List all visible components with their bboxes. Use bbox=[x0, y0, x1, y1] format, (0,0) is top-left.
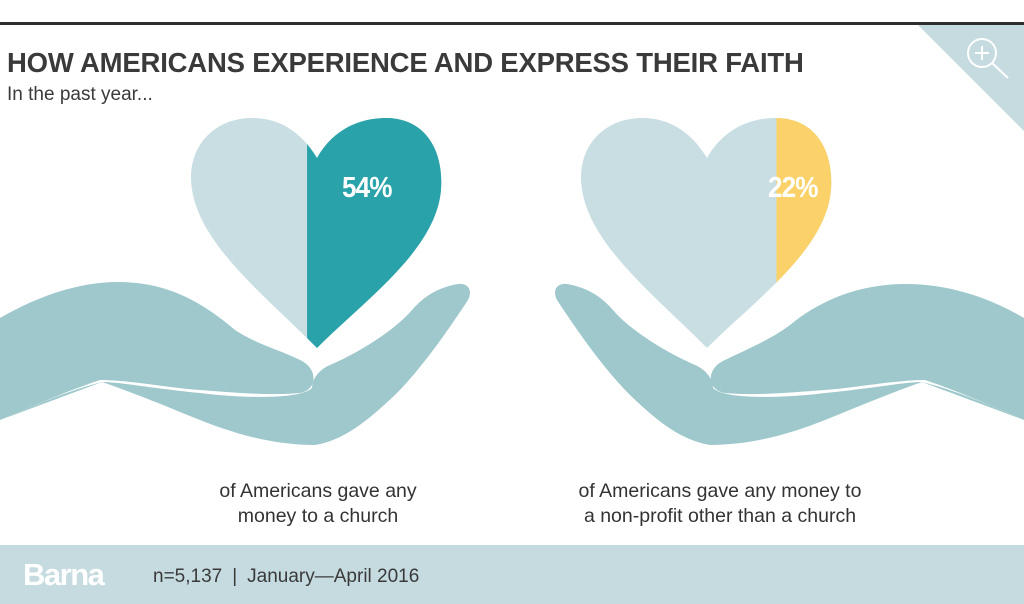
stat-1-percent: 54% bbox=[342, 172, 392, 204]
footer-separator: | bbox=[232, 566, 238, 587]
stat-1-caption-line2: money to a church bbox=[237, 505, 399, 527]
page-title: HOW AMERICANS EXPERIENCE AND EXPRESS THE… bbox=[7, 47, 804, 78]
sample-size: n=5,137 bbox=[153, 566, 223, 587]
stat-1-caption-line1: of Americans gave any bbox=[219, 480, 417, 502]
zoom-in-button[interactable] bbox=[962, 36, 1014, 86]
stat-2-percent: 22% bbox=[768, 172, 818, 204]
stat-2-caption: of Americans gave any money to a non-pro… bbox=[530, 479, 910, 529]
hand-left-icon bbox=[0, 282, 470, 445]
zoom-in-icon bbox=[967, 38, 1009, 79]
stat-2-caption-line1: of Americans gave any money to bbox=[578, 480, 862, 502]
stat-1-caption: of Americans gave any money to a church bbox=[176, 479, 460, 529]
page-subtitle: In the past year... bbox=[7, 84, 153, 105]
stat-2-caption-line2: a non-profit other than a church bbox=[583, 505, 857, 527]
date-range: January—April 2016 bbox=[247, 566, 420, 587]
footer-bar: Barna n=5,137 | January—April 2016 bbox=[0, 545, 1024, 604]
top-rule bbox=[0, 22, 1024, 25]
hand-right-icon bbox=[555, 283, 1024, 445]
brand-logo[interactable]: Barna bbox=[23, 557, 105, 592]
footer-meta: n=5,137 | January—April 2016 bbox=[153, 566, 419, 588]
